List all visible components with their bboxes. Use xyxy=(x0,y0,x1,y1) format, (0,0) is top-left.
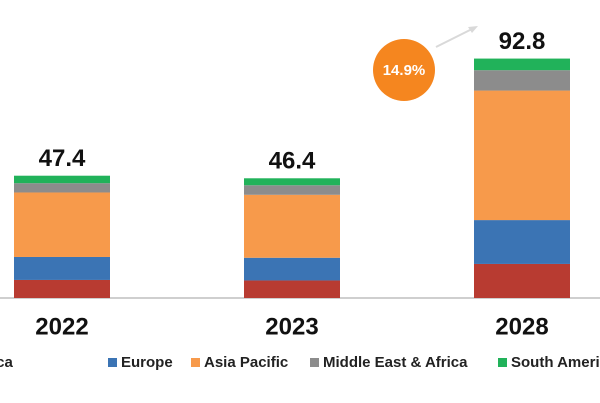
cagr-badge xyxy=(373,39,435,101)
bar-segment xyxy=(14,279,110,298)
x-tick-label: 2028 xyxy=(495,313,548,340)
bar-segment xyxy=(474,90,570,221)
bar-segment xyxy=(474,263,570,298)
legend-label: Middle East & Africa xyxy=(323,354,468,371)
legend-swatch xyxy=(108,358,117,367)
bar-segment xyxy=(14,183,110,193)
total-label: 46.4 xyxy=(269,148,316,175)
legend-label: Europe xyxy=(121,354,173,371)
bar-segment xyxy=(474,70,570,91)
legend-swatch xyxy=(191,358,200,367)
bar-segment xyxy=(244,257,340,281)
legend-label: South America xyxy=(511,354,600,371)
legend-swatch xyxy=(310,358,319,367)
bar-segment xyxy=(474,58,570,71)
legend-label: North America xyxy=(0,354,13,371)
x-tick-label: 2022 xyxy=(35,313,88,340)
bar-segment xyxy=(244,185,340,195)
total-label: 47.4 xyxy=(39,145,86,172)
bar-segment xyxy=(14,256,110,280)
cagr-label: 14.9% xyxy=(383,62,426,79)
growth-arrow xyxy=(435,28,473,48)
legend-label: Asia Pacific xyxy=(204,354,288,371)
bar-segment xyxy=(474,220,570,264)
bar-segment xyxy=(14,192,110,257)
x-tick-label: 2023 xyxy=(265,313,318,340)
bar-segment xyxy=(244,280,340,298)
total-label: 92.8 xyxy=(499,28,546,55)
bar-segment xyxy=(244,178,340,186)
arrow-head xyxy=(468,26,478,33)
bar-segment xyxy=(14,175,110,184)
bar-segment xyxy=(244,194,340,258)
legend-swatch xyxy=(498,358,507,367)
